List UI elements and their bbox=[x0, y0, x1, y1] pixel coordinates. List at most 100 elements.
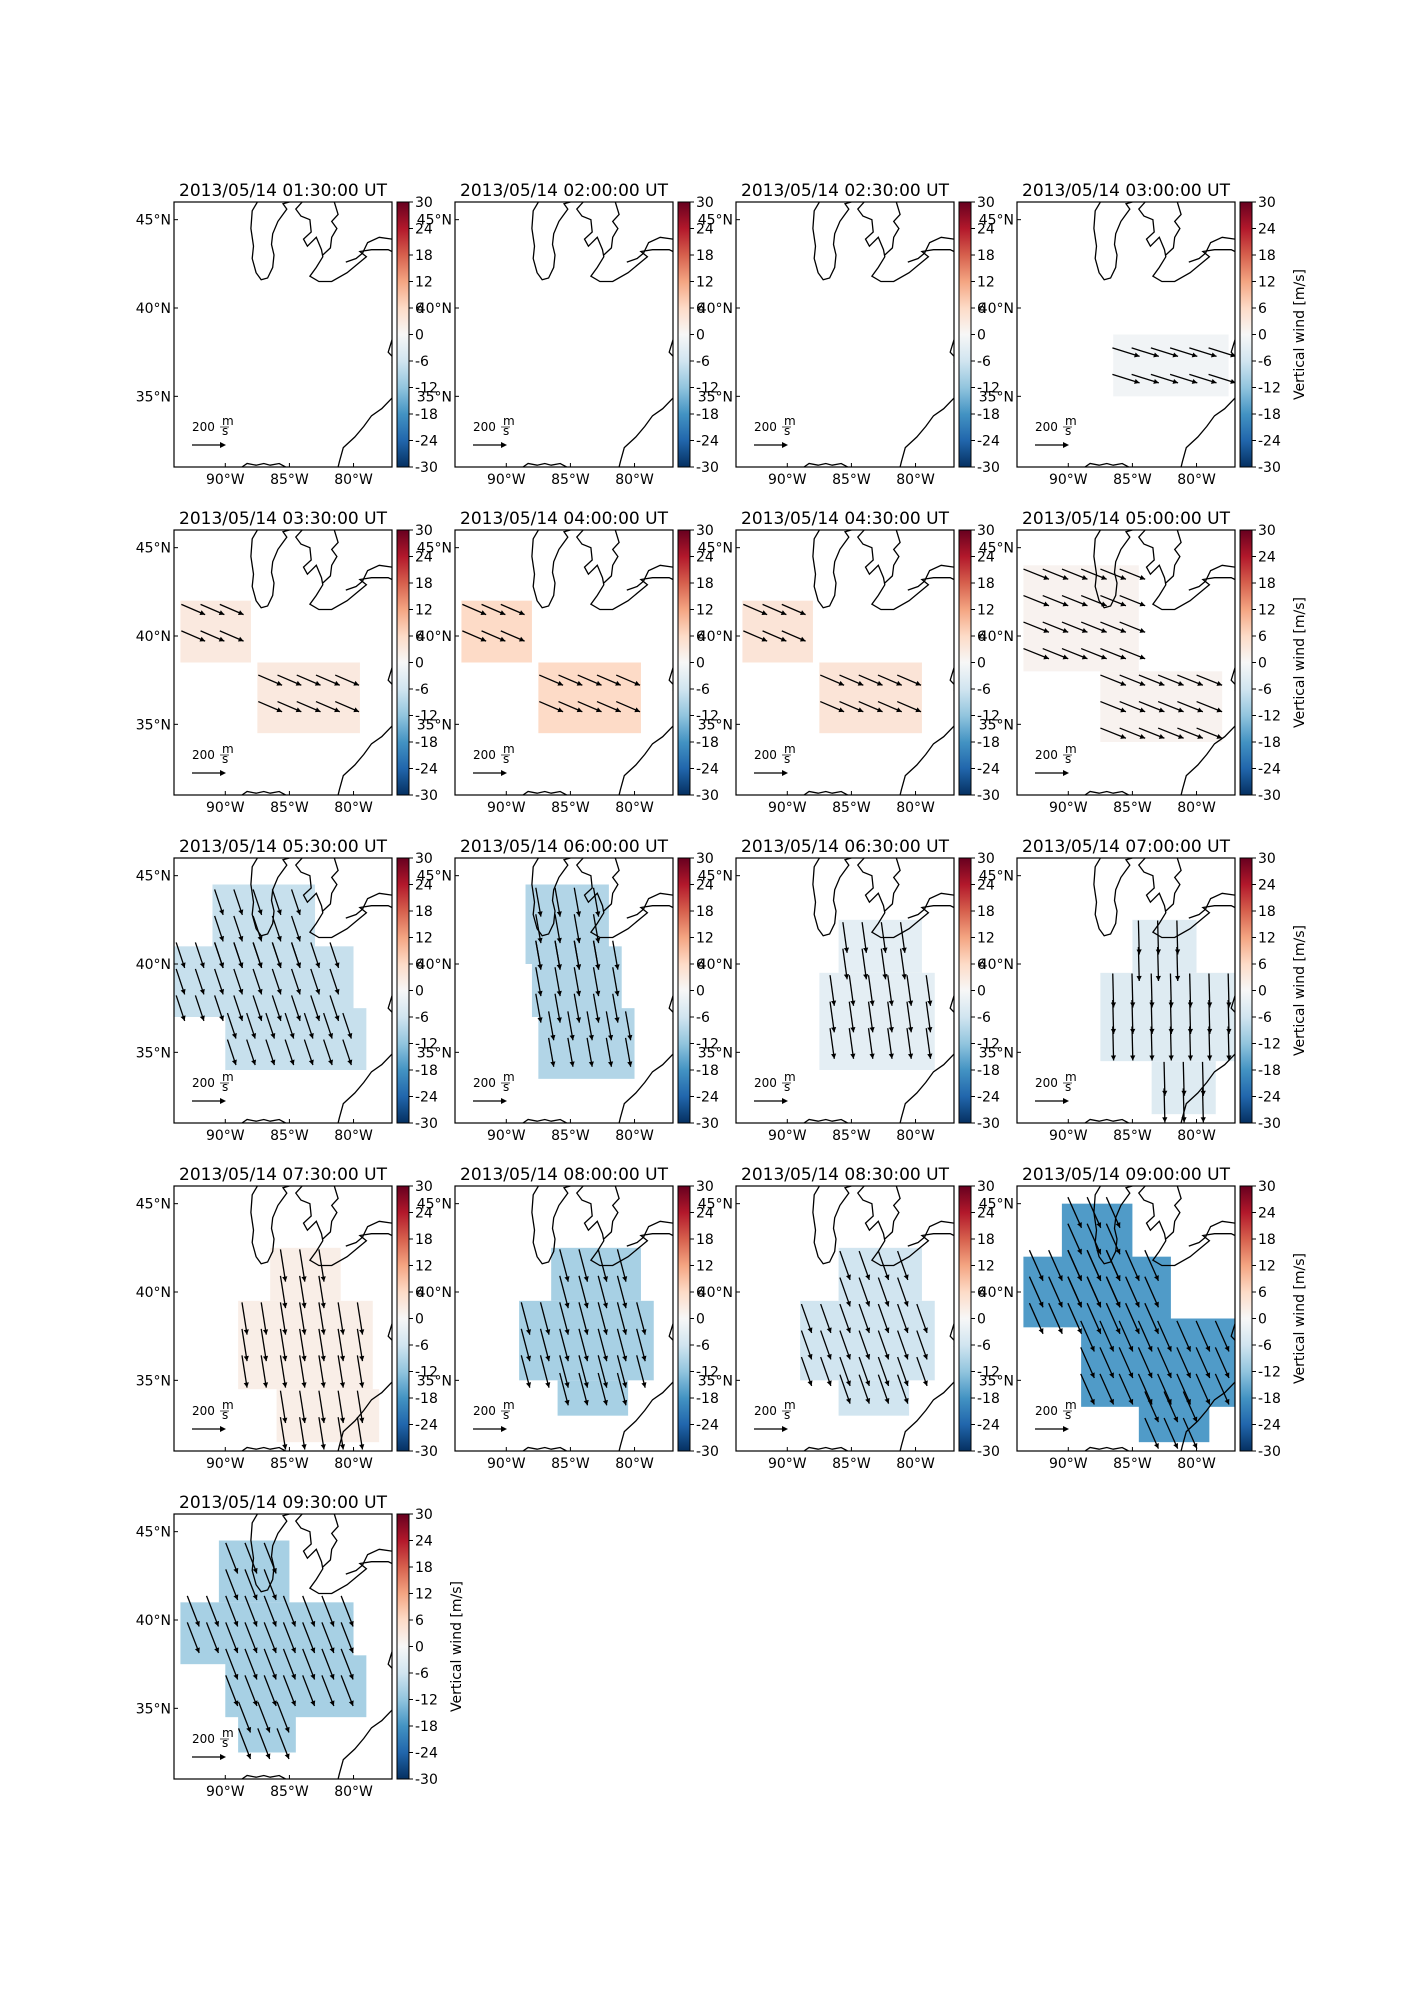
coastline bbox=[1180, 397, 1235, 467]
lat-tick-label: 40°N bbox=[136, 301, 171, 317]
coastline bbox=[575, 530, 673, 611]
coastline bbox=[884, 202, 901, 256]
map-area bbox=[803, 202, 954, 467]
coastline bbox=[337, 1381, 392, 1451]
wind-arrow bbox=[858, 1250, 871, 1281]
wind-arrow bbox=[1112, 373, 1140, 384]
lat-tick-label: 35°N bbox=[136, 717, 171, 733]
lon-tick-label: 85°W bbox=[270, 472, 309, 488]
vertical-wind-region bbox=[270, 1247, 341, 1301]
scale-unit-denominator: s bbox=[222, 1080, 228, 1094]
wind-arrow bbox=[263, 1622, 277, 1654]
colorbar-tick-label: 0 bbox=[696, 984, 705, 1000]
colorbar-tick-label: -30 bbox=[977, 460, 1000, 476]
wind-arrow bbox=[1042, 621, 1069, 633]
colorbar-tick-label: -30 bbox=[1258, 1444, 1281, 1460]
wind-arrow bbox=[299, 1390, 307, 1424]
wind-arrow bbox=[244, 1648, 258, 1680]
colorbar-tick-label: 0 bbox=[696, 656, 705, 672]
coastline bbox=[322, 202, 339, 256]
colorbar: 30 24 18 12 6 0 -6 -12 -18 -24 -30 bbox=[677, 523, 719, 804]
lat-tick-label: 40°N bbox=[417, 301, 452, 317]
map-area bbox=[1084, 858, 1235, 1123]
wind-arrow bbox=[1157, 727, 1184, 739]
coastline bbox=[337, 397, 392, 467]
wind-arrow bbox=[539, 1302, 551, 1335]
wind-arrow bbox=[877, 1303, 890, 1334]
wind-arrow bbox=[284, 1012, 295, 1039]
wind-arrow bbox=[302, 1648, 316, 1680]
colorbar-tick-label: -18 bbox=[1258, 1391, 1281, 1407]
wind-arrow bbox=[1119, 700, 1146, 713]
colorbar-tick-label: -24 bbox=[1258, 762, 1281, 778]
lat-tick-label: 45°N bbox=[417, 869, 452, 885]
colorbar-tick-label: 6 bbox=[1258, 629, 1267, 645]
wind-arrow bbox=[282, 1595, 296, 1627]
wind-arrow bbox=[1061, 594, 1088, 607]
wind-arrow bbox=[279, 1275, 288, 1309]
coastline bbox=[387, 995, 392, 1019]
colorbar-tick-label: -6 bbox=[696, 1338, 710, 1354]
wind-arrow bbox=[263, 1569, 277, 1601]
wind-arrow bbox=[877, 1374, 890, 1404]
wind-arrow bbox=[260, 1328, 269, 1362]
lon-tick-label: 90°W bbox=[206, 1456, 245, 1472]
vertical-wind-region bbox=[225, 1008, 367, 1070]
wind-arrow bbox=[244, 1542, 258, 1574]
coastline bbox=[387, 339, 392, 363]
wind-arrow bbox=[899, 948, 907, 980]
map-panel: 2013/05/14 03:00:00 UT 200 ms 90°W 85°W 80°W 4… bbox=[979, 181, 1308, 488]
wind-arrow bbox=[290, 889, 301, 916]
colorbar-tick-label: 30 bbox=[977, 195, 995, 211]
lat-tick-label: 40°N bbox=[417, 957, 452, 973]
colorbar-tick-label: -12 bbox=[415, 1693, 438, 1709]
wind-arrow bbox=[535, 940, 543, 970]
wind-arrow bbox=[592, 993, 601, 1023]
wind-arrow bbox=[194, 995, 205, 1022]
wind-arrow bbox=[887, 1001, 894, 1033]
colorbar-tick-label: 12 bbox=[696, 603, 714, 619]
coastline bbox=[1180, 1053, 1235, 1123]
wind-arrow bbox=[244, 1595, 258, 1627]
colorbar-gradient bbox=[958, 201, 972, 468]
wind-arrow bbox=[842, 922, 850, 953]
colorbar: 30 24 18 12 6 0 -6 -12 -18 -24 -30 bbox=[677, 851, 719, 1132]
wind-arrow bbox=[1028, 1249, 1044, 1282]
wind-arrow bbox=[233, 968, 244, 995]
lat-tick-label: 45°N bbox=[698, 1197, 733, 1213]
colorbar-tick-label: 12 bbox=[1258, 931, 1276, 947]
lat-tick-label: 40°N bbox=[417, 1285, 452, 1301]
wind-arrow bbox=[296, 700, 321, 713]
map-panel: 2013/05/14 07:00:00 UT 200 ms 90°W 85°W 80°W 4… bbox=[979, 837, 1308, 1144]
lat-tick-label: 35°N bbox=[136, 389, 171, 405]
coastline bbox=[294, 530, 392, 611]
colorbar-label: Vertical wind [m/s] bbox=[1292, 1253, 1308, 1384]
wind-arrow bbox=[880, 922, 888, 953]
wind-arrow bbox=[200, 630, 225, 642]
wind-arrow bbox=[303, 1012, 314, 1039]
lat-tick-label: 45°N bbox=[417, 1197, 452, 1213]
wind-arrow bbox=[1061, 621, 1088, 633]
coastline bbox=[812, 858, 852, 937]
wind-arrow bbox=[858, 1303, 871, 1334]
wind-arrow bbox=[356, 1328, 365, 1362]
colorbar-tick-label: 30 bbox=[415, 195, 433, 211]
coastline bbox=[387, 1651, 392, 1675]
lat-tick-label: 45°N bbox=[979, 1197, 1014, 1213]
scale-unit-denominator: s bbox=[503, 1080, 509, 1094]
lat-tick-label: 45°N bbox=[979, 869, 1014, 885]
wind-arrow bbox=[260, 1302, 269, 1335]
coastline bbox=[522, 1446, 567, 1451]
colorbar-tick-label: 0 bbox=[977, 328, 986, 344]
scale-arrow-head bbox=[220, 1098, 226, 1104]
wind-arrow bbox=[605, 1011, 614, 1041]
wind-arrow bbox=[1196, 674, 1223, 686]
wind-arrow bbox=[214, 968, 225, 995]
panel-title: 2013/05/14 08:00:00 UT bbox=[460, 1165, 669, 1185]
lat-tick-label: 35°N bbox=[136, 1701, 171, 1717]
coastline bbox=[668, 1323, 673, 1347]
scale-arrow-key: 200 ms bbox=[473, 742, 515, 776]
colorbar: 30 24 18 12 6 0 -6 -12 -18 -24 -30 bbox=[396, 1179, 438, 1460]
scale-unit-denominator: s bbox=[784, 1408, 790, 1422]
wind-arrow bbox=[616, 1372, 628, 1406]
